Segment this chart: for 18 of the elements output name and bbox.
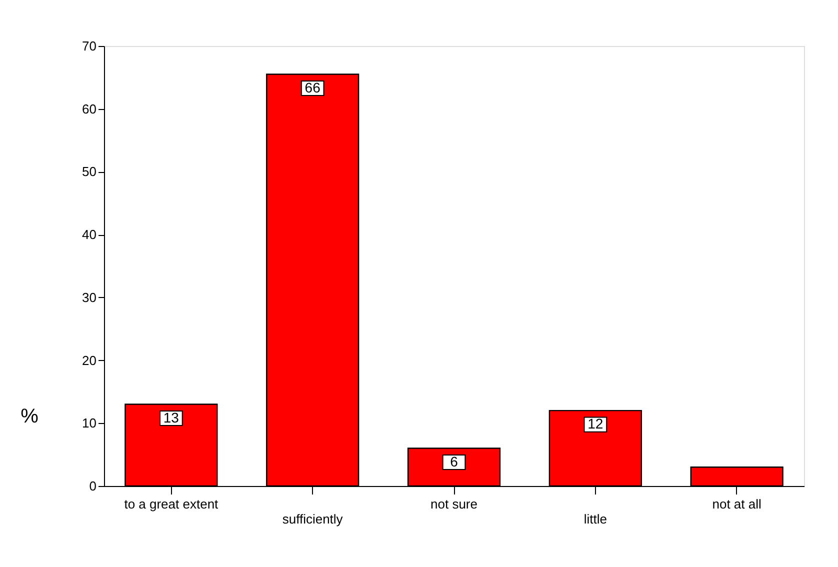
y-tick-label: 0 — [89, 478, 96, 494]
data-label: 6 — [450, 453, 458, 470]
y-axis-title: % — [20, 406, 39, 428]
data-label: 66 — [304, 79, 321, 96]
x-tick-label: sufficiently — [282, 512, 344, 526]
y-tick-label: 60 — [82, 101, 96, 116]
data-label: 13 — [163, 409, 180, 426]
x-tick-label: to a great extent — [124, 496, 219, 512]
y-tick-label: 20 — [82, 352, 96, 368]
y-tick-label: 30 — [82, 290, 96, 305]
y-tick-label: 50 — [82, 164, 96, 180]
x-tick-label: little — [584, 512, 607, 526]
x-tick-label: not at all — [712, 496, 762, 512]
y-tick-label: 10 — [82, 416, 96, 431]
y-tick-label: 40 — [82, 227, 96, 242]
x-tick-label: not sure — [430, 496, 478, 512]
y-tick-label: 70 — [82, 38, 96, 54]
data-label: 12 — [588, 416, 604, 432]
